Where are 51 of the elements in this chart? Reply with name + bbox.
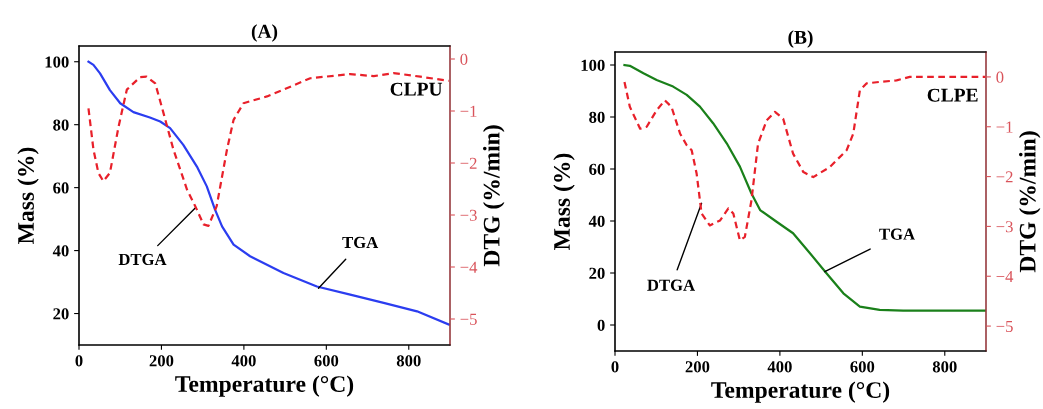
annotation: DTGA [647, 279, 695, 291]
y2-tick-label: −3 [460, 209, 477, 221]
x-tick-label: 600 [850, 361, 875, 373]
y-tick-label: 20 [589, 267, 605, 279]
line-series [623, 75, 986, 242]
y2-tick-label: −1 [996, 121, 1013, 133]
line-series [87, 60, 450, 326]
y-tick-label: 100 [581, 59, 605, 71]
annotation: DTGA [118, 253, 167, 266]
x-tick-label: 600 [314, 355, 339, 367]
y-tick-label: 20 [53, 308, 69, 320]
y2-tick-label: 0 [460, 53, 468, 65]
y-tick-label: 80 [53, 119, 69, 131]
line-series [87, 71, 450, 228]
line-series [623, 63, 986, 312]
y-tick-label: 60 [589, 163, 605, 175]
annotation: TGA [342, 236, 379, 249]
y2-tick-label: −4 [460, 261, 478, 273]
y-tick-label: 80 [589, 111, 605, 123]
y2-axis-title: DTG (%/min) [1019, 131, 1041, 273]
x-tick-label: 200 [685, 361, 710, 373]
x-tick-label: 800 [932, 361, 957, 373]
x-axis-title: Temperature (°C) [175, 375, 354, 397]
y2-tick-label: −2 [460, 157, 477, 169]
annotation: TGA [879, 228, 915, 240]
y2-tick-label: −4 [996, 271, 1014, 283]
y-tick-label: 60 [53, 182, 69, 194]
y-tick-label: 0 [597, 319, 605, 331]
y2-tick-label: −5 [996, 320, 1013, 333]
x-tick-label: 200 [149, 355, 174, 367]
y2-tick-label: −1 [460, 105, 477, 117]
chart-title: (B) [788, 30, 813, 48]
x-tick-label: 400 [767, 361, 792, 373]
y-tick-label: 100 [45, 56, 69, 68]
y-axis-title: Mass (%) [17, 147, 39, 244]
y-tick-label: 40 [52, 245, 69, 257]
x-tick-label: 0 [75, 355, 83, 367]
y-axis-title: Mass (%) [553, 153, 575, 250]
x-tick-label: 800 [396, 355, 421, 367]
y-tick-label: 40 [588, 215, 605, 227]
y2-axis-title: DTG (%/min) [483, 125, 505, 267]
chart-title: (A) [251, 24, 278, 42]
x-tick-label: 0 [611, 361, 619, 373]
y2-tick-label: −3 [996, 221, 1013, 233]
x-tick-label: 400 [231, 355, 256, 367]
y2-tick-label: −2 [996, 171, 1013, 183]
x-axis-title: Temperature (°C) [711, 381, 890, 403]
annotation: CLPE [927, 88, 978, 102]
annotation: CLPU [390, 82, 443, 96]
y2-tick-label: 0 [996, 71, 1004, 83]
y2-tick-label: −5 [460, 313, 477, 325]
